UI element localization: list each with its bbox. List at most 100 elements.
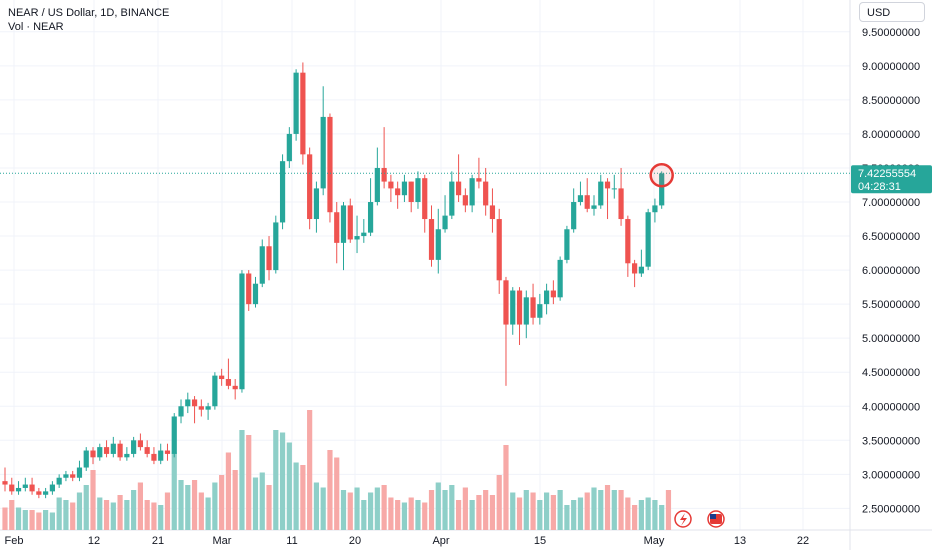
volume-bar <box>232 470 238 530</box>
candle-body <box>381 167 387 182</box>
candle-body <box>442 215 448 230</box>
x-tick-label: Feb <box>5 535 24 547</box>
y-tick-label: 7.00000000 <box>862 197 920 209</box>
x-tick-label: 11 <box>286 535 297 547</box>
x-tick-label: May <box>644 535 665 547</box>
candle-body <box>144 447 150 454</box>
volume-bar <box>124 500 130 530</box>
candle-body <box>29 484 35 492</box>
volume-bar <box>97 497 103 530</box>
volume-bar <box>252 477 259 530</box>
volume-bar <box>604 485 611 530</box>
volume-bar <box>327 450 333 530</box>
candle-body <box>2 481 8 485</box>
candle-body <box>49 484 55 492</box>
volume-bar <box>347 492 353 530</box>
candle-body <box>313 188 320 220</box>
y-tick-label: 5.00000000 <box>862 333 920 345</box>
candle-body <box>191 399 198 407</box>
volume-bar <box>340 490 347 530</box>
volume-bar <box>76 492 83 530</box>
candle-body <box>449 181 455 216</box>
volume-bar <box>483 490 489 530</box>
candle-body <box>652 205 658 213</box>
y-tick-label: 3.00000000 <box>862 469 920 481</box>
volume-bar <box>185 485 191 530</box>
volume-bar <box>307 410 313 530</box>
candle-body <box>219 375 225 380</box>
volume-bar <box>286 442 292 530</box>
candle-body <box>117 443 123 458</box>
y-tick-label: 6.50000000 <box>862 231 920 243</box>
candle-body <box>584 195 590 209</box>
volume-bar <box>584 492 590 530</box>
lightning-icon <box>680 513 687 526</box>
candle-body <box>557 259 563 298</box>
candle-body <box>56 477 62 485</box>
candle-body <box>124 453 130 458</box>
volume-bar <box>2 507 8 530</box>
y-tick-label: 5.50000000 <box>862 299 920 311</box>
y-tick-label: 4.00000000 <box>862 401 920 413</box>
candle-body <box>537 304 543 318</box>
volume-bar <box>503 445 509 530</box>
volume-bar <box>659 505 665 530</box>
volume-bar <box>354 487 360 530</box>
price-badge <box>851 165 932 194</box>
y-tick-label: 4.50000000 <box>862 367 920 379</box>
volume-bar <box>632 505 638 530</box>
candle-body <box>422 178 428 220</box>
volume-bar <box>266 485 272 530</box>
volume-bar <box>442 490 448 530</box>
candle-body <box>645 212 651 267</box>
volume-bar <box>591 487 597 530</box>
volume-bar <box>29 510 35 530</box>
x-tick-label: 13 <box>734 535 746 547</box>
candle-body <box>374 167 380 203</box>
y-tick-label: 2.50000000 <box>862 503 920 515</box>
candle-body <box>611 188 617 190</box>
volume-bar <box>408 497 414 530</box>
volume-bar <box>239 430 245 530</box>
candle-body <box>462 195 468 206</box>
candle-body <box>185 399 191 407</box>
candle-body <box>544 290 550 305</box>
volume-bar <box>550 495 556 530</box>
volume-bar <box>665 490 672 530</box>
candle-body <box>604 181 611 189</box>
candle-body <box>550 290 556 298</box>
x-tick-label: Apr <box>432 535 449 547</box>
volume-bar <box>496 475 502 530</box>
volume-bar <box>56 497 62 530</box>
volume-bar <box>435 482 441 530</box>
candle-body <box>428 219 435 260</box>
candle-body <box>435 229 441 260</box>
candle-body <box>571 202 577 230</box>
volume-bar <box>83 485 89 530</box>
candle-body <box>300 72 306 155</box>
candle-body <box>22 484 28 488</box>
candle-body <box>198 406 204 410</box>
volume-bar <box>367 492 374 530</box>
volume-bar <box>63 500 69 530</box>
volume-bar <box>428 490 435 530</box>
volume-bar <box>577 497 584 530</box>
volume-bar <box>103 500 110 530</box>
currency-button[interactable]: USD <box>859 2 925 22</box>
price-badge-value: 7.42255554 <box>858 168 916 180</box>
candle-body <box>178 406 184 417</box>
candle-body <box>286 133 292 162</box>
volume-bar <box>564 505 570 530</box>
candle-body <box>225 379 232 386</box>
candle-body <box>510 290 516 325</box>
volume-bar <box>212 482 218 530</box>
volume-bar <box>516 497 523 530</box>
volume-bar <box>36 512 42 530</box>
y-tick-label: 3.50000000 <box>862 435 920 447</box>
y-tick-label: 9.00000000 <box>862 61 920 73</box>
candle-body <box>43 491 49 495</box>
volume-bar <box>70 502 76 530</box>
volume-bar <box>510 492 516 530</box>
volume-bar <box>415 500 421 530</box>
